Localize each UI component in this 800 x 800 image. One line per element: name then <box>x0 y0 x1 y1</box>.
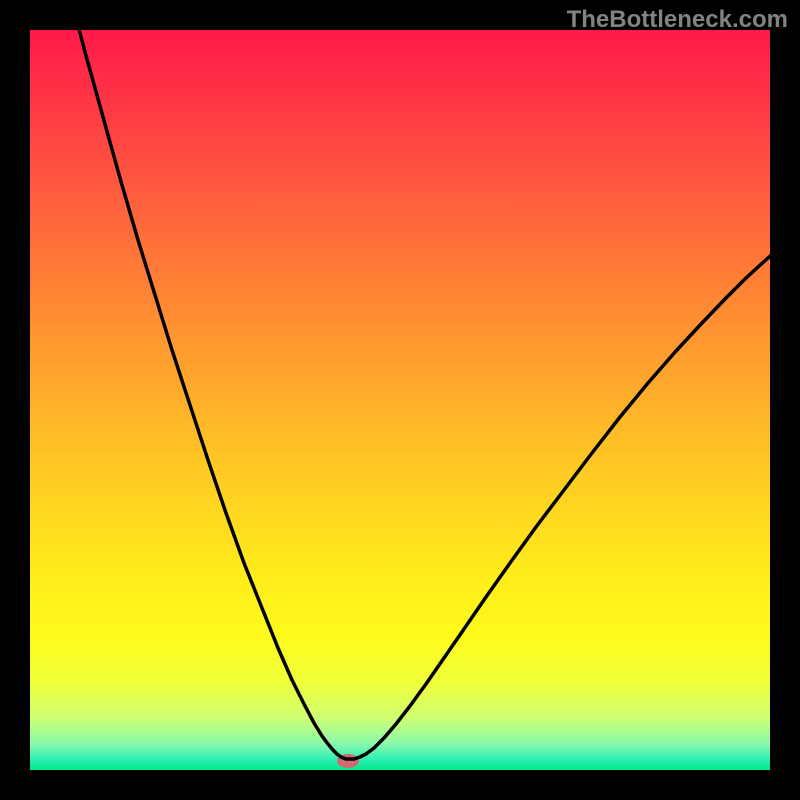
plot-area <box>30 30 770 770</box>
curve-path <box>78 30 770 759</box>
bottleneck-curve <box>30 30 770 770</box>
chart-frame: TheBottleneck.com <box>0 0 800 800</box>
